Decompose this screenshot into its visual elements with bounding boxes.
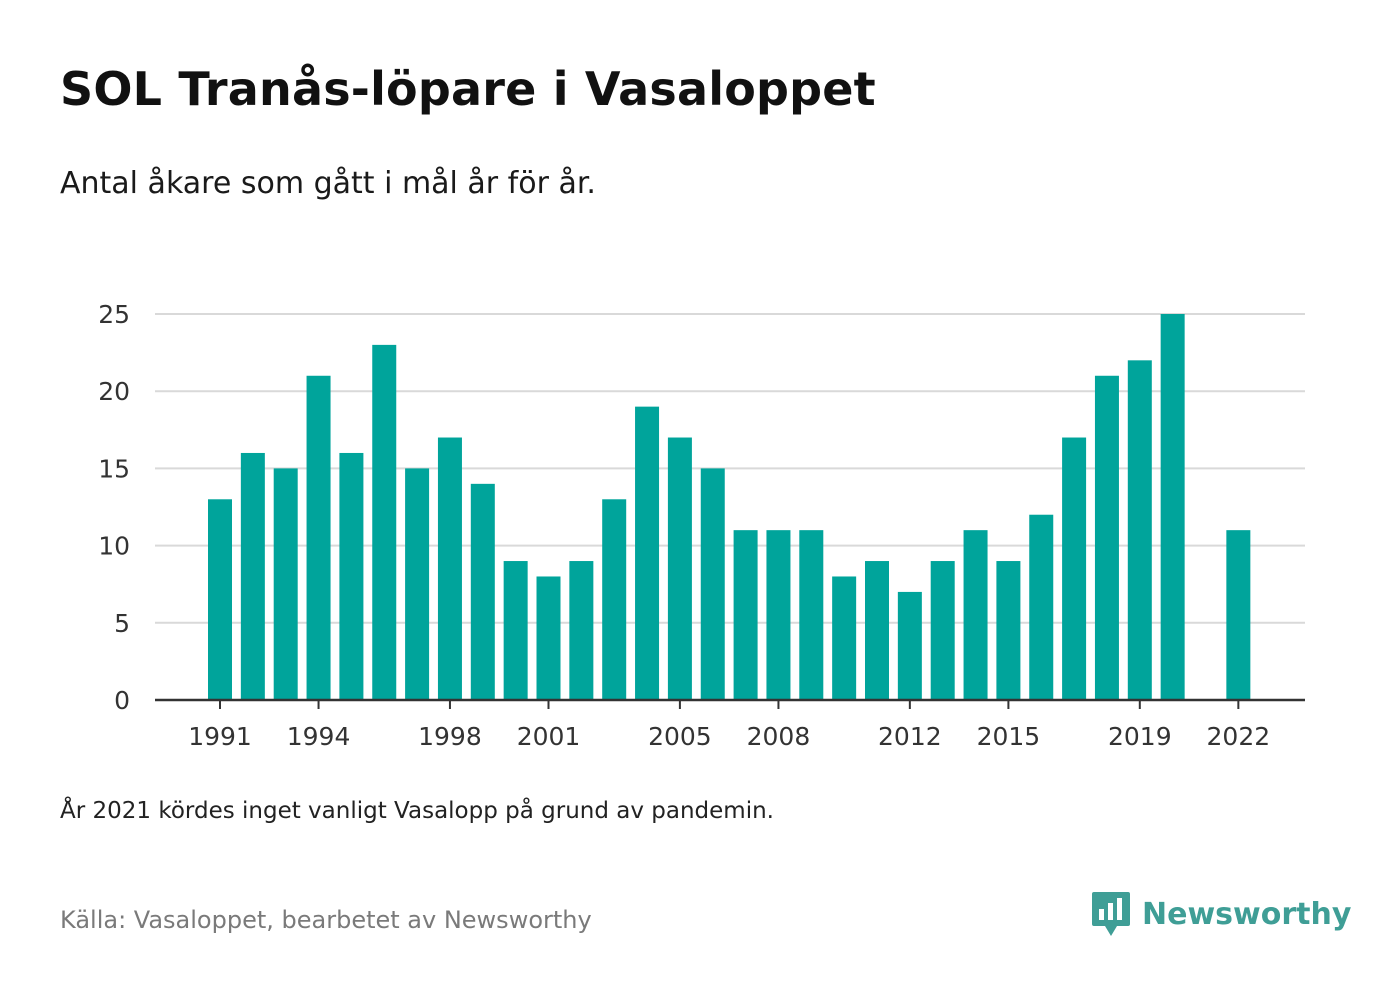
chart-subtitle: Antal åkare som gått i mål år för år.: [60, 166, 596, 201]
bar-2008: [766, 530, 791, 700]
bar-chart: 0 5 10 15 20 25 1991 1994 1998 2001 2005 2008 2012 20…: [98, 300, 1305, 751]
x-tick-label: 1998: [418, 722, 482, 751]
bar-2018: [1094, 375, 1119, 700]
bar-1993: [273, 468, 298, 700]
bar-2009: [799, 530, 824, 700]
bar-1996: [372, 344, 397, 700]
y-tick-label: 15: [98, 454, 130, 483]
bar-1992: [240, 452, 265, 700]
bar-2004: [635, 406, 660, 700]
bar-1994: [306, 375, 331, 700]
axes: 0 5 10 15 20 25 1991 1994 1998 2001 2005 2008 2012 20…: [98, 300, 1305, 751]
bar-2005: [667, 437, 692, 700]
bar-2015: [996, 561, 1021, 700]
bar-1999: [470, 483, 495, 700]
y-tick-label: 5: [114, 609, 130, 638]
x-tick-label: 2012: [878, 722, 942, 751]
chart-note: År 2021 kördes inget vanligt Vasalopp på…: [60, 798, 774, 824]
chart-title: SOL Tranås-löpare i Vasaloppet: [60, 62, 876, 116]
bar-2019: [1127, 360, 1152, 700]
y-tick-label: 10: [98, 532, 130, 561]
x-tick-label: 2008: [747, 722, 811, 751]
logo-text: Newsworthy: [1142, 896, 1352, 932]
bar-2016: [1029, 514, 1054, 700]
bar-2002: [569, 561, 594, 700]
bar-2007: [733, 530, 758, 700]
bar-1997: [405, 468, 430, 700]
bar-2001: [536, 576, 561, 700]
bar-2010: [832, 576, 857, 700]
bar-1991: [208, 499, 232, 700]
bar-2011: [865, 561, 889, 700]
bar-2020: [1160, 314, 1185, 700]
bar-2000: [503, 561, 528, 700]
newsworthy-chart-bubble-icon: [1092, 892, 1130, 936]
x-tick-label: 2001: [517, 722, 581, 751]
bar-2013: [930, 561, 955, 700]
bar-2017: [1062, 437, 1087, 700]
bar-2003: [602, 499, 627, 700]
x-tick-label: 2019: [1108, 722, 1172, 751]
source-credit: Källa: Vasaloppet, bearbetet av Newswort…: [60, 906, 592, 934]
bars: [208, 314, 1251, 700]
x-tick-label: 2005: [648, 722, 712, 751]
newsworthy-logo: Newsworthy: [1090, 890, 1351, 938]
x-tick-label: 1994: [287, 722, 351, 751]
y-tick-label: 25: [98, 300, 130, 329]
bar-2006: [700, 468, 725, 700]
y-tick-label: 0: [114, 686, 130, 715]
bar-1998: [437, 437, 462, 700]
x-tick-label: 1991: [188, 722, 252, 751]
x-tick-label: 2022: [1207, 722, 1271, 751]
x-tick-label: 2015: [977, 722, 1041, 751]
bar-1995: [339, 452, 364, 700]
bar-2014: [963, 530, 988, 700]
bar-2012: [897, 591, 922, 700]
y-tick-label: 20: [98, 377, 130, 406]
bar-2022: [1226, 530, 1251, 700]
